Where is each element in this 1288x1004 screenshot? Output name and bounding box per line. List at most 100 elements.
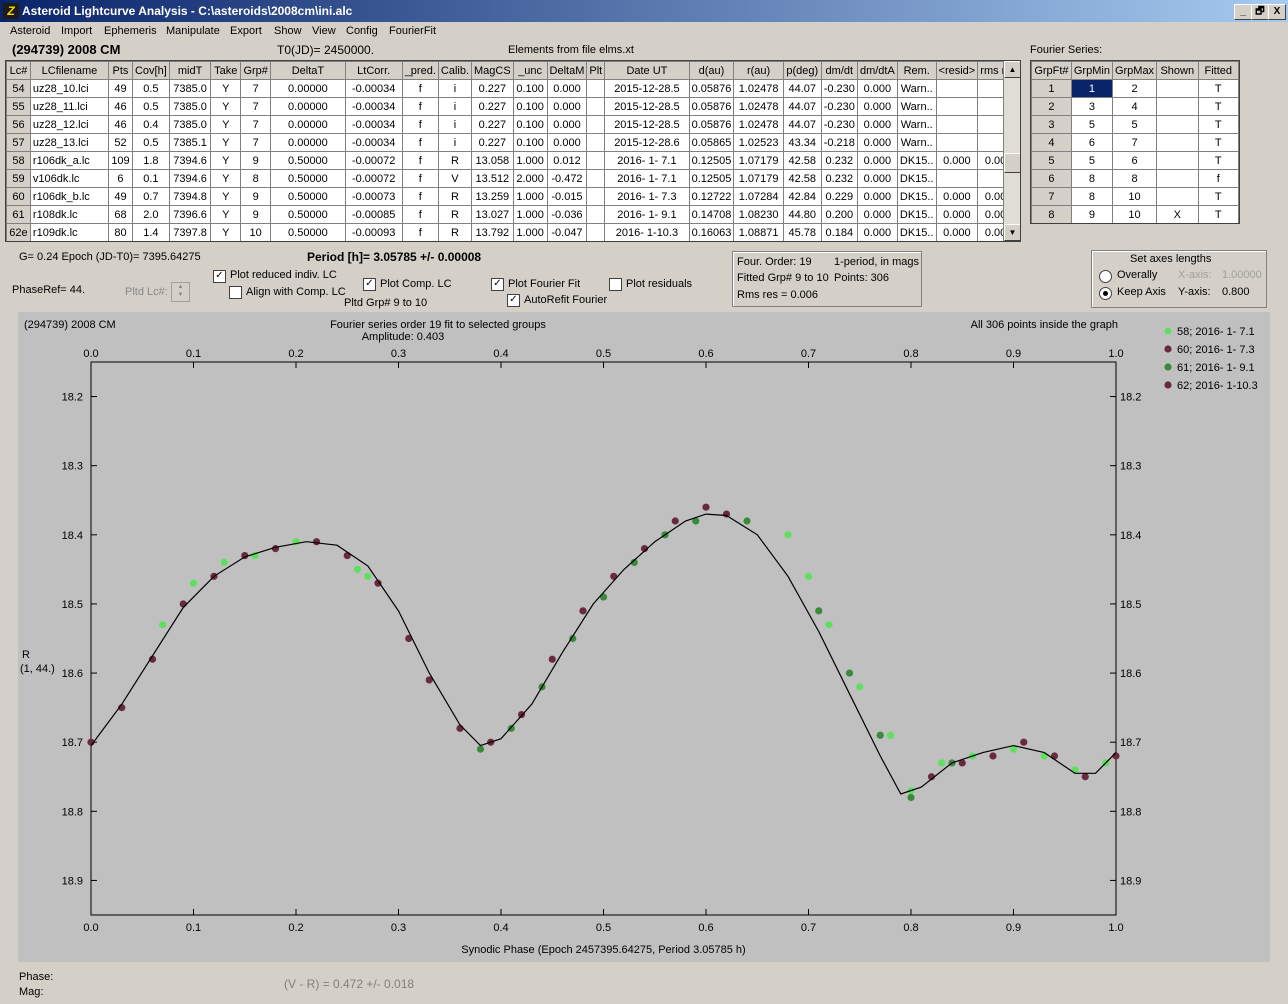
lc-cell[interactable]: -0.00034 (344, 97, 403, 116)
lc-cell[interactable]: 7394.6 (168, 169, 212, 188)
lc-cell[interactable]: 44.07 (782, 97, 822, 116)
ft-cell[interactable] (1156, 169, 1199, 188)
lc-cell[interactable]: 42.58 (782, 151, 822, 170)
lc-cell[interactable]: 1.000 (512, 223, 548, 241)
lc-cell[interactable]: Y (210, 115, 242, 134)
lc-cell[interactable]: -0.00034 (344, 133, 403, 152)
lc-cell[interactable]: 0.000 (935, 205, 979, 224)
lc-cell[interactable]: 0.00000 (270, 97, 346, 116)
lc-cell[interactable] (586, 151, 606, 170)
lc-cell[interactable]: f (401, 151, 439, 170)
lc-cell[interactable]: Y (210, 205, 242, 224)
lc-cell[interactable]: 7385.0 (168, 97, 212, 116)
lc-cell[interactable]: 42.84 (782, 187, 822, 206)
lc-cell[interactable]: 0.100 (512, 115, 548, 134)
lc-cell[interactable]: uz28_10.lci (29, 79, 110, 98)
lc-cell[interactable]: 0.16063 (688, 223, 735, 241)
lc-cell[interactable]: 0.05876 (688, 97, 735, 116)
lc-cell[interactable] (935, 169, 979, 188)
ft-row-header[interactable]: 2 (1031, 97, 1072, 116)
lc-cell[interactable]: Y (210, 79, 242, 98)
ft-row-header[interactable]: 7 (1031, 187, 1072, 206)
scroll-down-icon[interactable]: ▼ (1004, 224, 1020, 241)
ft-cell[interactable]: 2 (1111, 79, 1158, 98)
lc-header-cell[interactable]: Plt (586, 61, 606, 80)
lc-cell[interactable]: 0.50000 (270, 169, 346, 188)
lc-cell[interactable]: 52 (108, 133, 133, 152)
lc-cell[interactable]: f (401, 97, 439, 116)
lc-cell[interactable]: 0.00000 (270, 79, 346, 98)
lc-cell[interactable]: 0.229 (820, 187, 858, 206)
lc-cell[interactable]: 7396.6 (168, 205, 212, 224)
ft-cell[interactable]: T (1197, 151, 1239, 170)
lc-cell[interactable]: 13.792 (471, 223, 514, 241)
lc-cell[interactable]: 0.227 (471, 79, 514, 98)
plot-comp-checkbox[interactable]: ✓ (363, 278, 376, 291)
lc-cell[interactable]: Warn.. (896, 97, 937, 116)
lc-header-cell[interactable]: d(au) (688, 61, 735, 80)
lc-cell[interactable]: 1.8 (131, 151, 170, 170)
lc-row-header[interactable]: 57 (6, 133, 31, 152)
lc-cell[interactable]: 0.05876 (688, 79, 735, 98)
lc-cell[interactable]: 0.000 (856, 133, 898, 152)
lc-cell[interactable]: -0.00034 (344, 115, 403, 134)
lc-table-row[interactable]: 54 uz28_10.lci 49 0.5 7385.0 Y 7 0.00000 -0.0003… (6, 79, 1020, 98)
lc-cell[interactable]: 0.12505 (688, 151, 735, 170)
lc-cell[interactable]: 0.5 (131, 97, 170, 116)
lc-cell[interactable]: 0.000 (546, 115, 588, 134)
lc-header-cell[interactable]: Date UT (604, 61, 690, 80)
ft-cell[interactable]: 8 (1111, 169, 1158, 188)
lc-cell[interactable]: 42.58 (782, 169, 822, 188)
app-icon[interactable]: Z (3, 3, 19, 19)
lc-cell[interactable]: 0.50000 (270, 151, 346, 170)
lc-cell[interactable]: 0.7 (131, 187, 170, 206)
lc-cell[interactable]: 7 (240, 115, 272, 134)
lc-header-cell[interactable]: dm/dtA (856, 61, 898, 80)
lc-cell[interactable]: 0.232 (820, 151, 858, 170)
lc-header-cell[interactable]: <resid> (935, 61, 979, 80)
lc-cell[interactable]: 0.4 (131, 115, 170, 134)
ft-header-cell[interactable]: Fitted (1197, 61, 1239, 80)
lc-cell[interactable]: 2015-12-28.5 (604, 79, 690, 98)
lc-cell[interactable]: -0.472 (546, 169, 588, 188)
lc-cell[interactable]: f (401, 79, 439, 98)
lc-cell[interactable]: 0.5 (131, 133, 170, 152)
lc-cell[interactable]: 44.80 (782, 205, 822, 224)
lc-header-cell[interactable]: p(deg) (782, 61, 822, 80)
ft-cell[interactable]: 6 (1070, 133, 1113, 152)
lc-cell[interactable]: 0.50000 (270, 187, 346, 206)
lc-cell[interactable]: 10 (240, 223, 272, 241)
ft-cell[interactable]: 6 (1111, 151, 1158, 170)
ft-cell[interactable]: f (1197, 169, 1239, 188)
lc-cell[interactable]: 1.000 (512, 205, 548, 224)
lc-cell[interactable]: 45.78 (782, 223, 822, 241)
lc-cell[interactable]: 7385.0 (168, 115, 212, 134)
ft-header-cell[interactable]: Shown (1156, 61, 1199, 80)
minimize-button[interactable]: _ (1234, 4, 1252, 20)
lc-header-cell[interactable]: _unc (512, 61, 548, 80)
overall-radio[interactable] (1099, 270, 1112, 283)
scroll-thumb[interactable] (1004, 153, 1020, 173)
ft-cell[interactable]: 5 (1070, 115, 1113, 134)
lc-cell[interactable] (586, 223, 606, 241)
lc-cell[interactable]: r108dk.lc (29, 205, 110, 224)
lc-cell[interactable]: 0.000 (856, 151, 898, 170)
lc-table-row[interactable]: 59 v106dk.lc 6 0.1 7394.6 Y 8 0.50000 -0.00072 f V… (6, 169, 1020, 188)
ft-cell[interactable] (1156, 115, 1199, 134)
lc-cell[interactable]: Y (210, 169, 242, 188)
lc-cell[interactable]: 13.512 (471, 169, 514, 188)
lc-cell[interactable]: 9 (240, 151, 272, 170)
lightcurve-table[interactable]: Lc# LCfilename Pts Cov[h] midT Take Grp# DeltaT… (5, 60, 1021, 242)
plot-residuals-checkbox[interactable] (609, 278, 622, 291)
ft-cell[interactable]: 1 (1070, 79, 1113, 98)
lc-cell[interactable]: f (401, 187, 439, 206)
menu-manipulate[interactable]: Manipulate (166, 25, 220, 37)
menu-fourierfit[interactable]: FourierFit (389, 25, 437, 37)
lc-header-cell[interactable]: Calib. (437, 61, 473, 80)
lc-header-cell[interactable]: Rem. (896, 61, 937, 80)
lc-cell[interactable] (586, 133, 606, 152)
x-axis-value[interactable]: 1.00000 (1222, 269, 1262, 281)
lc-cell[interactable]: i (437, 133, 473, 152)
